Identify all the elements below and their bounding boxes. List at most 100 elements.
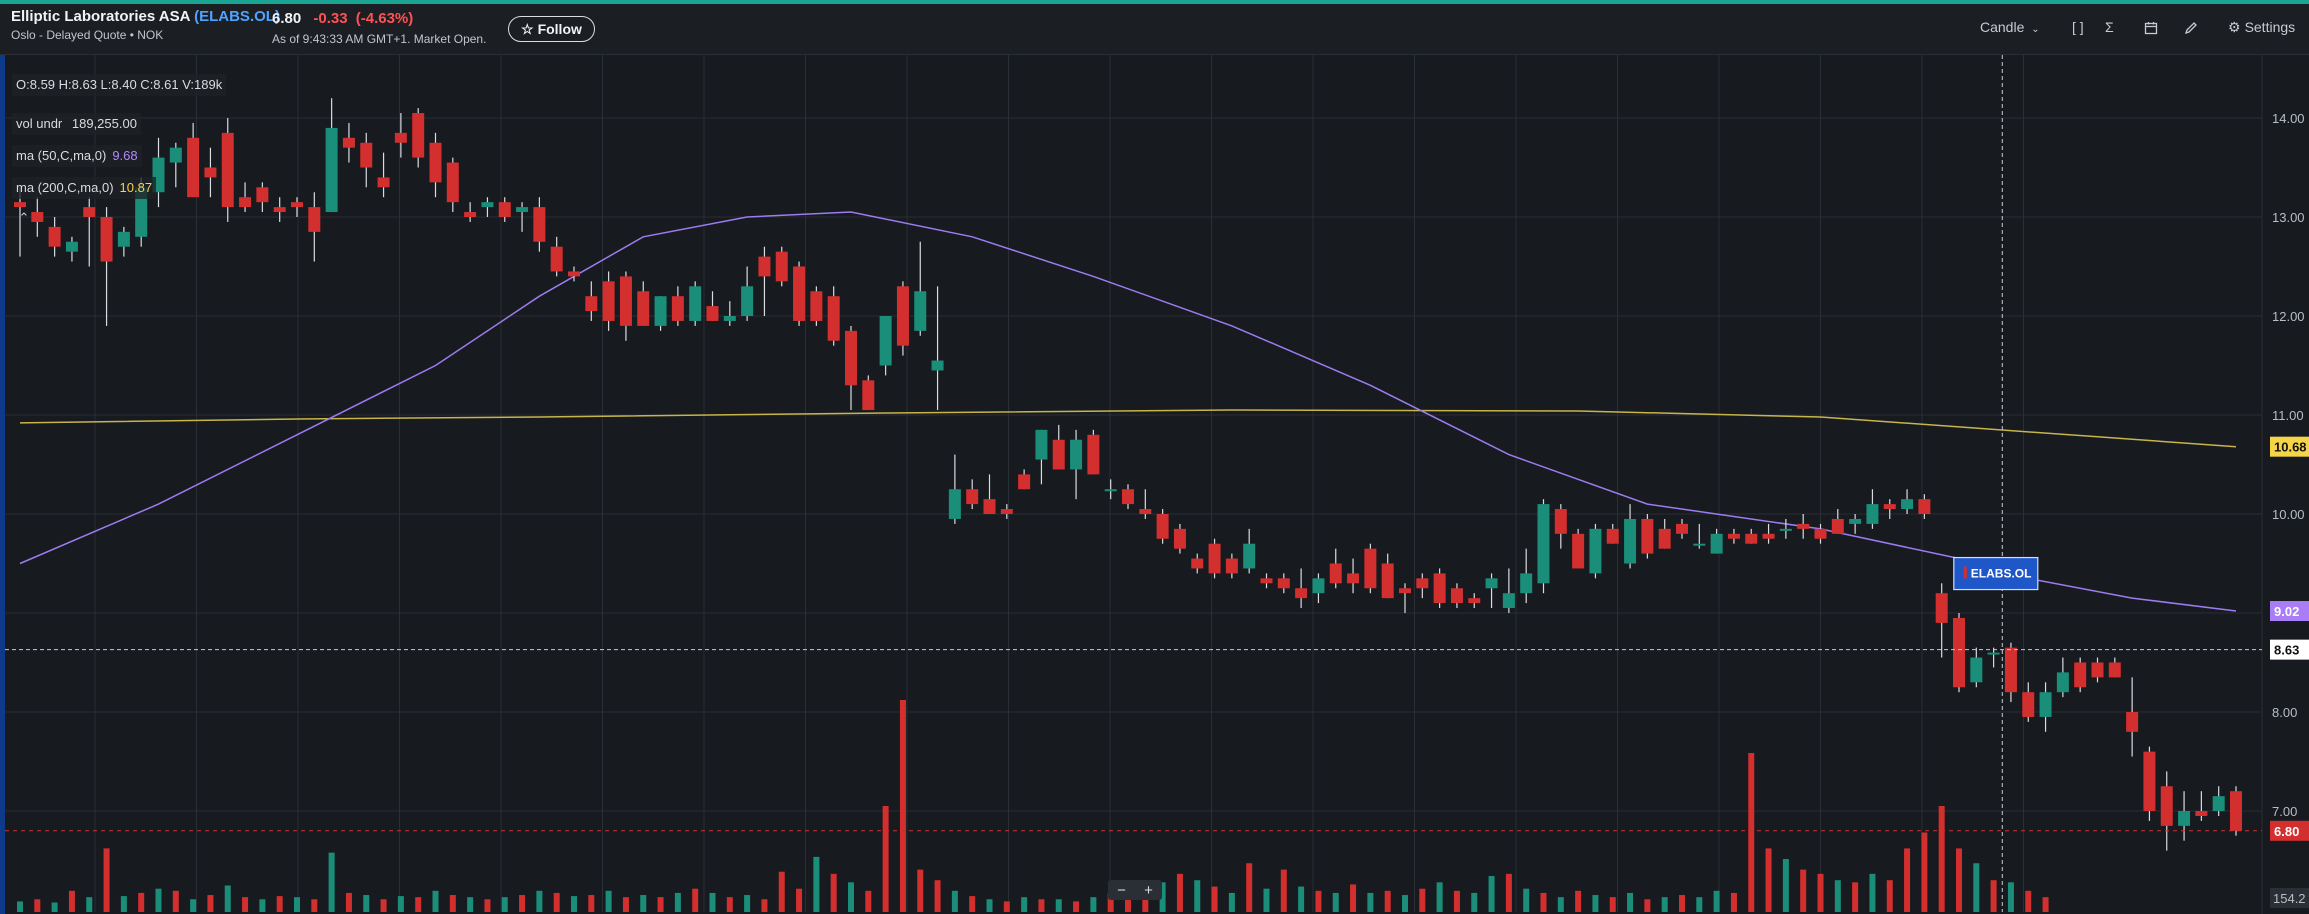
- volume-bar: [1055, 899, 1062, 912]
- indicator-bracket-button[interactable]: [ ]: [2072, 19, 2084, 35]
- candle-body: [1779, 528, 1792, 531]
- collapse-legend-button[interactable]: ⌃: [14, 208, 34, 228]
- star-icon: ☆: [521, 21, 534, 37]
- candle-body: [879, 316, 892, 366]
- chevron-up-icon: ⌃: [18, 210, 30, 225]
- ma200-label: ma (200,C,ma,0): [16, 180, 114, 195]
- candle-body: [83, 207, 96, 217]
- candle-body: [1416, 578, 1429, 589]
- candle-body: [65, 241, 78, 252]
- volume-bar: [1246, 863, 1253, 912]
- candle-body: [1537, 504, 1550, 584]
- settings-button[interactable]: ⚙ Settings: [2228, 19, 2295, 36]
- follow-button[interactable]: ☆ Follow: [508, 16, 595, 42]
- y-tick-label: 7.00: [2272, 804, 2297, 819]
- ma200-legend[interactable]: ma (200,C,ma,0) 10.87: [12, 177, 157, 199]
- quote-timestamp: As of 9:43:33 AM GMT+1. Market Open.: [272, 32, 487, 46]
- candle-body: [1156, 514, 1169, 539]
- volume-bar: [242, 897, 249, 912]
- candle-body: [1987, 652, 2000, 655]
- candle-body: [1589, 528, 1602, 574]
- volume-bar: [1661, 897, 1668, 912]
- candle-body: [1468, 598, 1481, 604]
- volume-bar: [1402, 895, 1408, 912]
- volume-bar: [622, 897, 629, 912]
- candle-body: [1381, 563, 1394, 599]
- chart-type-dropdown[interactable]: Candle ⌄: [1980, 19, 2040, 35]
- candle-body: [1831, 518, 1844, 534]
- price-badge: [2270, 820, 2309, 841]
- ma50-legend[interactable]: ma (50,C,ma,0) 9.68: [12, 145, 142, 167]
- volume-bar: [519, 895, 526, 912]
- volume-bar: [553, 892, 560, 912]
- zoom-in-icon[interactable]: +: [1144, 881, 1153, 899]
- volume-bar: [2042, 897, 2049, 912]
- draw-button[interactable]: [2184, 19, 2198, 35]
- volume-bar: [224, 885, 231, 912]
- ma200-value: 10.87: [119, 180, 153, 195]
- volume-bar: [1073, 901, 1080, 912]
- volume-bar: [467, 897, 474, 912]
- candle-body: [204, 167, 217, 178]
- volume-bar: [1609, 897, 1616, 912]
- candle-body: [1745, 533, 1758, 544]
- sigma-button[interactable]: Σ: [2105, 19, 2114, 35]
- volume-bar: [1852, 882, 1859, 912]
- volume-bar: [86, 897, 93, 912]
- volume-bar: [345, 892, 352, 912]
- candle-body: [169, 147, 182, 163]
- candle-body: [741, 286, 754, 316]
- candle-body: [2074, 662, 2087, 688]
- volume-legend[interactable]: vol undr 189,255.00: [12, 113, 141, 135]
- candle-body: [1000, 509, 1013, 514]
- symbol-link[interactable]: (ELABS.OL): [194, 8, 280, 25]
- settings-label: Settings: [2244, 19, 2296, 35]
- volume-bar: [1990, 880, 1997, 912]
- candle-body: [1710, 533, 1723, 554]
- volume-bar: [761, 899, 768, 912]
- volume-bar: [328, 852, 335, 912]
- volume-bar: [155, 888, 162, 912]
- volume-bar: [2025, 890, 2032, 912]
- volume-bar: [1904, 848, 1911, 912]
- volume-bar: [207, 895, 214, 912]
- price-change-pct: (-4.63%): [355, 10, 414, 27]
- volume-bar: [830, 873, 837, 912]
- candle-body: [758, 256, 771, 277]
- candle-body: [1070, 439, 1083, 470]
- candle-body: [1347, 573, 1360, 584]
- candle-body: [723, 316, 736, 321]
- volume-bar: [1644, 899, 1651, 912]
- candle-body: [360, 142, 373, 168]
- candle-body: [533, 207, 546, 242]
- volume-bar: [1869, 873, 1876, 912]
- calendar-button[interactable]: [2144, 19, 2158, 35]
- volume-bar: [190, 899, 197, 912]
- candle-body: [810, 291, 823, 321]
- volume-bar: [813, 856, 820, 912]
- volume-bar: [17, 901, 23, 912]
- volume-bar: [1350, 884, 1357, 912]
- symbol-tag-box: [1953, 556, 2039, 591]
- gear-icon: ⚙: [2228, 19, 2241, 35]
- candle-body: [1901, 499, 1914, 510]
- candle-body: [862, 380, 875, 411]
- volume-bar: [1523, 888, 1530, 912]
- volume-bar: [484, 899, 491, 912]
- price-badge-label: 6.80: [2274, 824, 2299, 839]
- zoom-out-icon[interactable]: −: [1117, 881, 1126, 899]
- volume-value: 189,255.00: [71, 116, 137, 131]
- volume-bar: [744, 895, 751, 912]
- candle-body: [1502, 593, 1515, 609]
- candle-body: [1693, 543, 1706, 546]
- candle-body: [1208, 543, 1221, 574]
- candle-body: [291, 202, 303, 208]
- candle-body: [2230, 791, 2242, 831]
- price-badge: [2270, 639, 2309, 660]
- candle-body: [2091, 662, 2104, 678]
- volume-bar: [536, 890, 543, 912]
- volume-bar: [1280, 869, 1287, 912]
- last-price: 6.80: [272, 10, 302, 27]
- volume-bar: [1973, 863, 1980, 912]
